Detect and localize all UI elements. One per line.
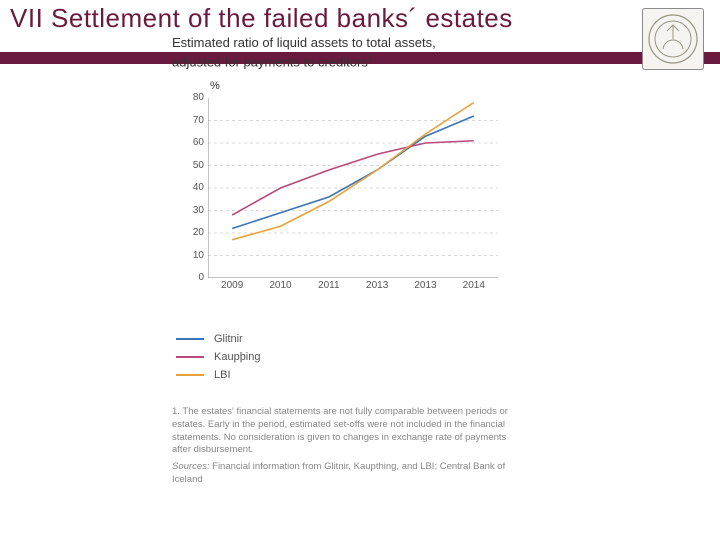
page-title: VII Settlement of the failed banks´ esta…	[10, 4, 513, 33]
chart-title-sup: 1	[368, 53, 373, 63]
chart-title: Estimated ratio of liquid assets to tota…	[172, 34, 482, 70]
y-tick-label: 20	[184, 227, 204, 238]
legend-label: LBI	[214, 369, 231, 381]
chart-title-line1: Estimated ratio of liquid assets to tota…	[172, 35, 436, 50]
footnote-text: 1. The estates' financial statements are…	[172, 406, 512, 457]
chart-title-line2: adjusted for payments to creditors	[172, 54, 368, 69]
x-axis-labels: 200920102011201320132014	[208, 280, 498, 291]
series-lbi	[232, 103, 474, 240]
logo-seal	[642, 8, 704, 70]
y-tick-label: 80	[184, 92, 204, 103]
x-tick-label: 2011	[305, 280, 353, 291]
legend-label: Glitnir	[214, 333, 243, 345]
legend-swatch	[176, 356, 204, 358]
plot-region	[208, 98, 498, 278]
legend-swatch	[176, 374, 204, 376]
legend-item: Glitnir	[176, 330, 261, 348]
y-tick-label: 60	[184, 137, 204, 148]
legend-item: Kaupþing	[176, 348, 261, 366]
y-tick-label: 30	[184, 205, 204, 216]
x-tick-label: 2013	[353, 280, 401, 291]
legend-swatch	[176, 338, 204, 340]
y-tick-label: 0	[184, 272, 204, 283]
legend: Glitnir Kaupþing LBI	[176, 330, 261, 384]
plot-svg	[208, 98, 498, 278]
sources-text: Financial information from Glitnir, Kaup…	[172, 461, 505, 485]
series-kaupþing	[232, 141, 474, 215]
footnote: 1. The estates' financial statements are…	[172, 406, 512, 487]
sources-label: Sources:	[172, 461, 210, 472]
y-tick-label: 70	[184, 115, 204, 126]
series-glitnir	[232, 116, 474, 229]
page-title-text: VII Settlement of the failed banks´ esta…	[10, 3, 513, 33]
x-tick-label: 2013	[401, 280, 449, 291]
y-axis-unit: %	[210, 80, 220, 92]
y-tick-label: 10	[184, 250, 204, 261]
x-tick-label: 2014	[450, 280, 498, 291]
x-tick-label: 2010	[256, 280, 304, 291]
line-chart: % 200920102011201320132014 0102030405060…	[172, 80, 512, 320]
legend-label: Kaupþing	[214, 351, 261, 363]
y-tick-label: 50	[184, 160, 204, 171]
y-tick-label: 40	[184, 182, 204, 193]
x-tick-label: 2009	[208, 280, 256, 291]
legend-item: LBI	[176, 366, 261, 384]
